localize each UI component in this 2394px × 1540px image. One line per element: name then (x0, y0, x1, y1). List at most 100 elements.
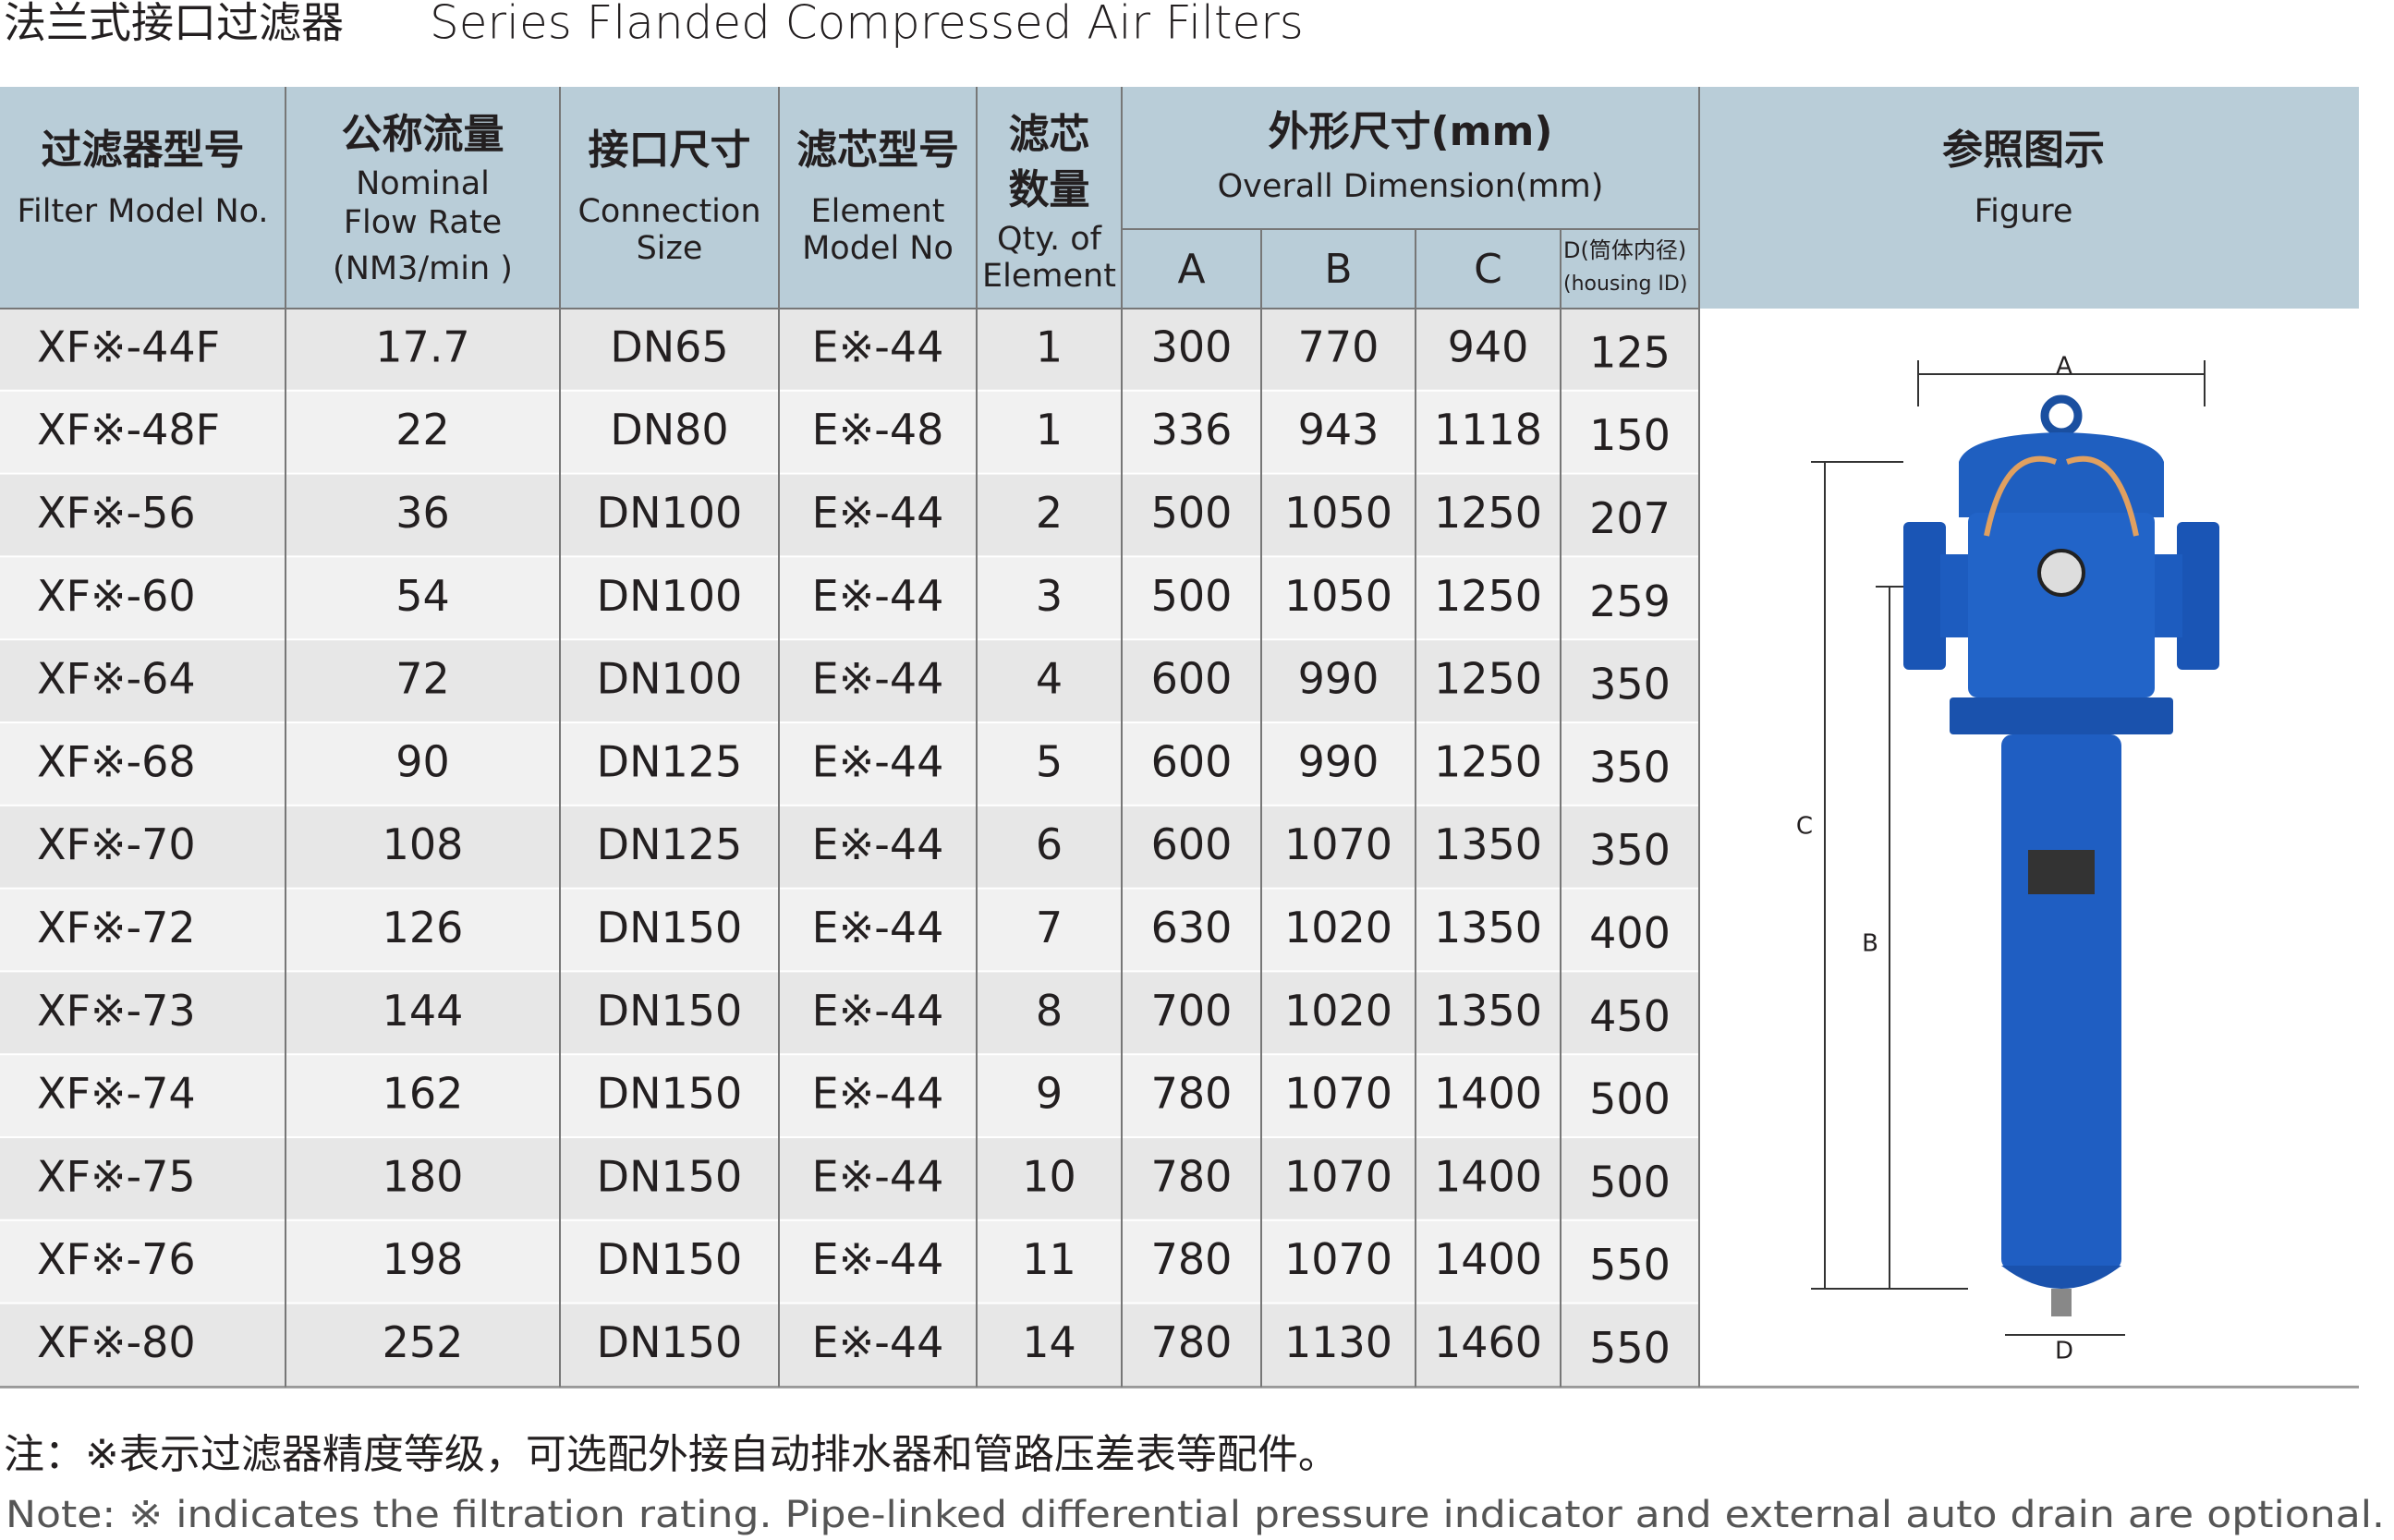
dimension-label: A (2056, 353, 2072, 381)
cell: 990 (1298, 654, 1379, 704)
cell: 770 (1298, 321, 1379, 371)
cell: 943 (1298, 405, 1379, 455)
cell: E※-48 (812, 405, 944, 455)
column-header: Element (982, 258, 1116, 295)
cell: 1250 (1434, 654, 1542, 704)
cell: 108 (383, 819, 464, 869)
cell: 300 (1151, 321, 1233, 371)
cell: XF※-74 (37, 1069, 196, 1119)
cell: DN80 (610, 405, 728, 455)
cell: 500 (1151, 488, 1233, 538)
cell: 198 (383, 1234, 464, 1284)
cell: 336 (1151, 405, 1233, 455)
cell: 8 (1036, 986, 1063, 1036)
note-en: Note: ※ indicates the filtration rating.… (6, 1494, 2385, 1536)
figure-header: Figure (1975, 193, 2073, 230)
column-header: (NM3/min ) (333, 250, 513, 287)
column-header: Connection (577, 193, 760, 230)
cell: 144 (383, 986, 464, 1036)
title-en: Series Flanded Compressed Air Filters (430, 0, 1304, 50)
cell: 1020 (1284, 986, 1392, 1036)
column-header: Size (637, 230, 703, 267)
cell: XF※-72 (37, 903, 196, 952)
cell: XF※-60 (37, 571, 196, 621)
column-header: Qty. of (997, 221, 1102, 258)
dimension-label: C (1796, 813, 1813, 841)
cell: DN100 (597, 571, 743, 621)
group-header: 外形尺寸(mm) (1269, 108, 1553, 155)
cell: E※-44 (812, 321, 944, 371)
cell: XF※-76 (37, 1234, 196, 1284)
cell: 22 (395, 405, 450, 455)
cell: 150 (1589, 410, 1671, 460)
cell: 11 (1022, 1234, 1076, 1284)
cell: 990 (1298, 736, 1379, 786)
cell: E※-44 (812, 571, 944, 621)
cell: 350 (1589, 825, 1671, 875)
cell: XF※-70 (37, 819, 196, 869)
cell: 1350 (1434, 819, 1542, 869)
cell: 350 (1589, 660, 1671, 709)
cell: DN150 (597, 1151, 743, 1201)
column-header: Model No (802, 230, 954, 267)
column-header: 数量 (1009, 166, 1090, 213)
cell: 780 (1151, 1317, 1233, 1367)
column-header: Element (811, 193, 945, 230)
cell: 400 (1589, 908, 1671, 958)
cell: 780 (1151, 1069, 1233, 1119)
column-header: 滤芯型号 (796, 127, 959, 174)
cell: DN150 (597, 1317, 743, 1367)
cell: 1250 (1434, 736, 1542, 786)
cell: 1460 (1434, 1317, 1542, 1367)
cell: 1070 (1284, 819, 1392, 869)
cell: 9 (1036, 1069, 1063, 1119)
cell: 3 (1036, 571, 1063, 621)
cell: 1118 (1434, 405, 1542, 455)
filter-illustration (1811, 360, 2219, 1336)
cell: XF※-64 (37, 654, 196, 704)
cell: 1 (1036, 405, 1063, 455)
cell: 72 (395, 654, 450, 704)
cell: DN150 (597, 1069, 743, 1119)
cell: 500 (1589, 1074, 1671, 1124)
cell: 162 (383, 1069, 464, 1119)
cell: E※-44 (812, 1317, 944, 1367)
column-header: 滤芯 (1009, 111, 1090, 158)
cell: E※-44 (812, 1069, 944, 1119)
cell: 940 (1448, 321, 1529, 371)
cell: 54 (395, 571, 450, 621)
cell: 1070 (1284, 1069, 1392, 1119)
note-zh: 注：※表示过滤器精度等级，可选配外接自动排水器和管路压差表等配件。 (4, 1431, 1339, 1478)
cell: E※-44 (812, 488, 944, 538)
cell: 1400 (1434, 1234, 1542, 1284)
sub-header: C (1474, 246, 1502, 293)
cell: DN150 (597, 986, 743, 1036)
cell: 600 (1151, 819, 1233, 869)
cell: DN125 (597, 736, 743, 786)
cell: 1250 (1434, 571, 1542, 621)
cell: E※-44 (812, 986, 944, 1036)
cell: XF※-75 (37, 1151, 196, 1201)
cell: 600 (1151, 736, 1233, 786)
cell: XF※-48F (37, 405, 220, 455)
column-header: Nominal (356, 165, 490, 202)
cell: 17.7 (375, 321, 469, 371)
cell: 1350 (1434, 986, 1542, 1036)
cell: 2 (1036, 488, 1063, 538)
cell: 4 (1036, 654, 1063, 704)
cell: 1350 (1434, 903, 1542, 952)
cell: 90 (395, 736, 450, 786)
cell: 36 (395, 488, 450, 538)
cell: 550 (1589, 1240, 1671, 1290)
title-zh: 法兰式接口过滤器 (4, 0, 344, 48)
cell: 1130 (1284, 1317, 1392, 1367)
cell: 1400 (1434, 1069, 1542, 1119)
cell: 550 (1589, 1323, 1671, 1373)
column-header: 公称流量 (342, 111, 504, 158)
cell: 180 (383, 1151, 464, 1201)
cell: 1400 (1434, 1151, 1542, 1201)
column-header: Filter Model No. (17, 193, 268, 230)
cell: E※-44 (812, 1234, 944, 1284)
cell: E※-44 (812, 654, 944, 704)
